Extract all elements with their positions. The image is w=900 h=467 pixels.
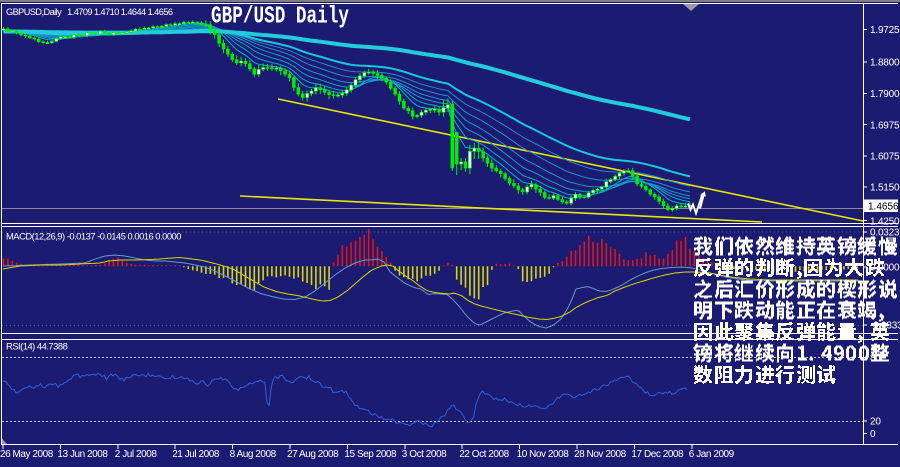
svg-text:13 Jun 2008: 13 Jun 2008 [57, 449, 108, 460]
svg-text:GBPUSD,Daily 1.4709 1.4710 1: GBPUSD,Daily 1.4709 1.4710 1.4644 1.4656 [6, 7, 173, 17]
svg-text:22 Oct 2008: 22 Oct 2008 [459, 449, 509, 460]
svg-text:15 Sep 2008: 15 Sep 2008 [344, 449, 397, 460]
svg-text:8 Aug 2008: 8 Aug 2008 [230, 449, 277, 460]
svg-text:6 Jan 2009: 6 Jan 2009 [689, 449, 735, 460]
svg-text:1.6975: 1.6975 [870, 120, 900, 131]
svg-text:1.8800: 1.8800 [870, 57, 900, 68]
svg-text:28 Nov 2008: 28 Nov 2008 [574, 449, 627, 460]
svg-text:10 Nov 2008: 10 Nov 2008 [517, 449, 570, 460]
svg-text:26 May 2008: 26 May 2008 [0, 449, 54, 460]
svg-text:21 Jul 2008: 21 Jul 2008 [172, 449, 220, 460]
svg-text:0: 0 [870, 429, 876, 440]
svg-text:3 Oct 2008: 3 Oct 2008 [402, 449, 447, 460]
svg-text:1.4250: 1.4250 [870, 216, 900, 227]
svg-text:1.9725: 1.9725 [870, 25, 900, 36]
svg-text:2 Jul 2008: 2 Jul 2008 [115, 449, 158, 460]
svg-text:GBP/USD Daily: GBP/USD Daily [211, 4, 349, 31]
svg-text:1.5150: 1.5150 [870, 183, 900, 194]
svg-text:1.4656: 1.4656 [868, 202, 899, 213]
svg-text:20: 20 [870, 417, 881, 428]
svg-text:27 Aug 2008: 27 Aug 2008 [287, 449, 339, 460]
svg-text:RSI(14) 44.7388: RSI(14) 44.7388 [6, 341, 68, 352]
svg-text:MACD(12,26,9) -0.0137 -0.0145: MACD(12,26,9) -0.0137 -0.0145 0.0016 0.0… [6, 231, 181, 242]
svg-text:1.6075: 1.6075 [870, 151, 900, 162]
svg-text:17 Dec 2008: 17 Dec 2008 [631, 449, 684, 460]
svg-text:0.0323: 0.0323 [870, 228, 900, 239]
svg-text:1.7900: 1.7900 [870, 89, 900, 100]
svg-text:0.0000: 0.0000 [870, 263, 900, 274]
